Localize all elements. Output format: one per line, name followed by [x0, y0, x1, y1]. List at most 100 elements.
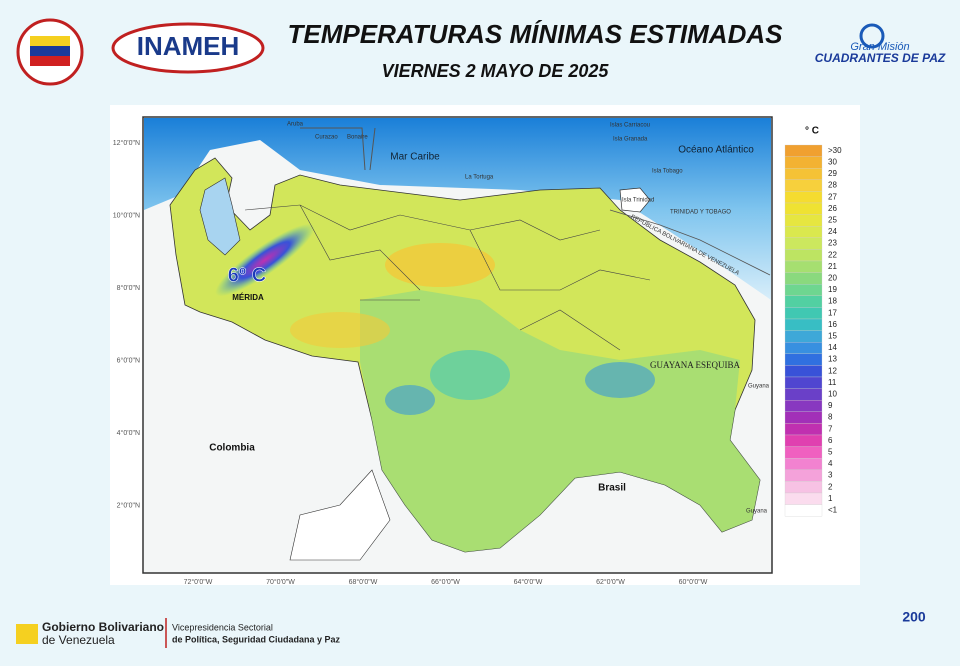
legend-swatch [784, 330, 823, 343]
legend-swatch [784, 260, 823, 273]
legend-swatch [784, 411, 823, 424]
vice-line1: Vicepresidencia Sectorial [172, 622, 273, 632]
legend-label: 22 [828, 250, 837, 259]
min-temp-label: 6º C [228, 264, 266, 286]
flag-stripe [30, 46, 70, 56]
lon-label: 72°0'0"W [184, 578, 213, 586]
region-label: GUAYANA ESEQUIBA [650, 360, 740, 370]
colombia-edge [289, 469, 391, 561]
legend-label: 14 [828, 343, 837, 352]
legend-swatch [784, 202, 823, 215]
legend-swatch [784, 446, 823, 459]
legend-label: 10 [828, 390, 837, 399]
legend-swatch [784, 388, 823, 401]
min-place-label: MÉRIDA [232, 293, 264, 302]
andes [215, 223, 315, 297]
maritime-border [609, 209, 771, 276]
island-label: Bonaire [347, 135, 368, 141]
legend-label: 15 [828, 332, 837, 341]
badge: 200 [902, 609, 926, 625]
state-borders [244, 204, 651, 351]
legend-label: 7 [828, 424, 833, 433]
legend-swatch [784, 156, 823, 169]
legend-label: 26 [828, 204, 837, 213]
inameh-logo [111, 22, 265, 74]
legend-label: 9 [828, 401, 833, 410]
island-label: Isla Granada [613, 137, 648, 143]
legend: >303029282726252423222120191817161514131… [784, 144, 842, 517]
lat-label: 12°0'0"N [113, 139, 140, 147]
sea [144, 118, 771, 300]
island-label: Islas Carriacou [610, 123, 650, 129]
warm-plains [385, 243, 495, 287]
legend-swatch [784, 237, 823, 250]
legend-label: 17 [828, 308, 837, 317]
legend-label: 19 [828, 285, 837, 294]
legend-label: 24 [828, 227, 837, 236]
logo-right-top: Gran Misión [850, 41, 909, 53]
legend-label: 18 [828, 297, 837, 306]
legend-label: 3 [828, 471, 833, 480]
legend-swatch [784, 191, 823, 204]
legend-label: 29 [828, 169, 837, 178]
legend-label: 6 [828, 436, 833, 445]
legend-swatch [784, 400, 823, 412]
country-label-small: TRINIDAD Y TOBAGO [670, 210, 731, 216]
legend-swatch [784, 504, 823, 517]
lon-label: 68°0'0"W [349, 578, 378, 586]
legend-swatch [784, 168, 823, 180]
legend-swatch [784, 342, 823, 354]
legend-label: >30 [828, 146, 842, 155]
lon-labels: 72°0'0"W 70°0'0"W 68°0'0"W 66°0'0"W 64°0'0"W… [184, 578, 708, 586]
legend-swatch [784, 284, 823, 296]
island-label: La Tortuga [465, 175, 494, 181]
legend-swatch [784, 423, 823, 436]
gov-line1: Gobierno Bolivariano [42, 620, 164, 634]
legend-swatch [784, 214, 823, 227]
lat-label: 6°0'0"N [117, 356, 140, 364]
sea-label: Mar Caribe [390, 152, 440, 163]
legend-label: 11 [828, 378, 837, 387]
legend-swatch [784, 376, 823, 389]
lon-label: 66°0'0"W [431, 578, 460, 586]
inameh-text: INAMEH [137, 31, 240, 61]
cool-highland [430, 350, 510, 400]
island-label: Aruba [287, 122, 304, 128]
lat-label: 8°0'0"N [117, 284, 140, 292]
legend-label: 25 [828, 216, 837, 225]
legend-label: 30 [828, 158, 837, 167]
legend-label: 1 [828, 494, 833, 503]
legend-swatch [784, 307, 823, 320]
lon-label: 64°0'0"W [514, 578, 543, 586]
legend-swatch [784, 492, 823, 505]
vice-line2: de Política, Seguridad Ciudadana y Paz [172, 634, 341, 644]
cool-highland [585, 362, 655, 398]
legend-swatch [784, 434, 823, 447]
lat-label: 4°0'0"N [117, 429, 140, 437]
legend-label: 28 [828, 181, 837, 190]
flag-stripe [30, 36, 70, 46]
logo-ring [859, 23, 885, 49]
legend-label: 8 [828, 413, 833, 422]
logo-right-bottom: CUADRANTES DE PAZ [815, 51, 946, 65]
legend-label: 16 [828, 320, 837, 329]
legend-swatch [784, 353, 823, 366]
maritime-border [300, 127, 376, 171]
island-label: Curazao [315, 135, 338, 141]
island-label: Isla Tobago [652, 169, 683, 175]
country-label-small: Guyana [746, 509, 768, 515]
legend-label: 13 [828, 355, 837, 364]
legend-unit: ° C [805, 126, 819, 137]
legend-label: 20 [828, 274, 837, 283]
lon-label: 70°0'0"W [266, 578, 295, 586]
legend-swatch [784, 272, 823, 285]
gov-flag [16, 624, 38, 644]
lon-label: 62°0'0"W [596, 578, 625, 586]
gov-line2: de Venezuela [42, 633, 115, 647]
legend-label: 21 [828, 262, 837, 271]
subtitle: VIERNES 2 MAYO DE 2025 [382, 61, 610, 81]
country-label: Colombia [209, 443, 255, 454]
legend-label: <1 [828, 506, 838, 515]
legend-swatch [784, 469, 823, 482]
